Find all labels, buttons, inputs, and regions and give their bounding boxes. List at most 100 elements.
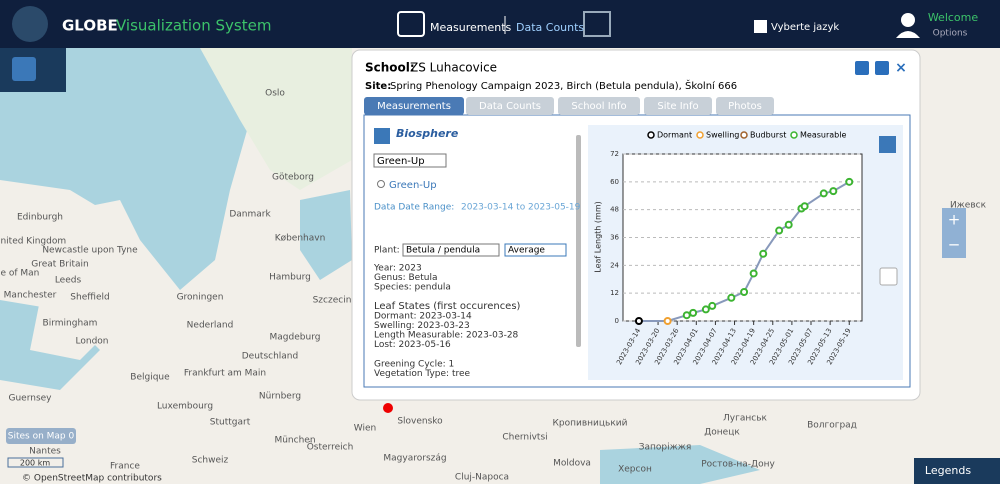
y-tick-label: 72 <box>610 150 619 158</box>
detail: Species: pendula <box>374 283 451 293</box>
plant-value[interactable]: Betula / pendula <box>406 246 480 256</box>
map-label: Danmark <box>229 210 271 220</box>
baltic <box>300 190 352 280</box>
map-label: Newcastle upon Tyne <box>42 246 138 256</box>
select-box[interactable] <box>373 153 447 168</box>
options[interactable]: Options <box>933 29 968 39</box>
counts-icon <box>583 11 611 37</box>
map-label: Chernivtsi <box>502 433 547 443</box>
point <box>740 288 749 297</box>
point <box>819 189 828 198</box>
point <box>800 202 809 211</box>
chart-table-icon[interactable] <box>879 136 896 153</box>
map-label: Magdeburg <box>270 333 321 343</box>
scale-label: 200 km <box>20 459 50 468</box>
states-title: Leaf States (first occurences) <box>374 301 521 312</box>
legend-label: Dormant <box>657 131 692 140</box>
point <box>689 308 698 317</box>
scrollbar[interactable] <box>576 135 581 347</box>
point <box>845 177 854 186</box>
map-label: Ижевск <box>950 201 987 211</box>
map-label: Ростов-на-Дону <box>701 460 775 470</box>
zoom-control[interactable] <box>942 208 966 258</box>
map-label: Deutschland <box>242 352 298 362</box>
y-tick-label: 36 <box>610 234 619 242</box>
map-label: Leeds <box>55 276 82 286</box>
map-label: Szczecin <box>313 296 352 306</box>
plant-select[interactable] <box>402 243 500 257</box>
y-tick-label: 0 <box>615 317 619 325</box>
tab[interactable] <box>558 97 640 115</box>
tab-label[interactable]: School Info <box>571 101 626 112</box>
point <box>784 220 793 229</box>
tab[interactable] <box>716 97 774 115</box>
legend-label: Measurable <box>800 131 846 140</box>
detail: Year: 2023 <box>373 264 422 274</box>
nav-measurements[interactable]: Measurements <box>430 21 512 34</box>
stat-value[interactable]: Average <box>508 246 545 256</box>
google-icon <box>754 20 767 33</box>
tab-label[interactable]: Site Info <box>657 101 698 112</box>
school-label: School: <box>365 61 415 75</box>
north-sea <box>0 48 260 290</box>
map-label: Cluj-Napoca <box>455 473 509 483</box>
attribution: © OpenStreetMap contributors <box>22 474 162 484</box>
map-label: Belgique <box>130 373 170 383</box>
legends-button[interactable] <box>914 458 1000 484</box>
language-select[interactable]: Vyberte jazyk <box>771 22 839 33</box>
zoom-in[interactable]: + <box>948 211 961 229</box>
state: Length Measurable: 2023-03-28 <box>374 331 519 341</box>
welcome: Welcome <box>928 11 979 24</box>
map-label: Birmingham <box>43 319 98 329</box>
uk-land <box>10 195 110 360</box>
map-label: London <box>76 337 109 347</box>
logo <box>12 6 48 42</box>
close-icon[interactable]: × <box>895 60 907 76</box>
legend-marker <box>790 131 798 139</box>
map-label: United Kingdom <box>0 237 66 247</box>
legends-label[interactable]: Legends <box>925 464 971 477</box>
map-label: Guernsey <box>8 394 52 404</box>
map-label: Great Britain <box>31 260 89 270</box>
share-icon[interactable] <box>855 61 869 75</box>
filter-button[interactable] <box>12 57 36 81</box>
state: Swelling: 2023-03-23 <box>374 321 470 331</box>
map-label: Schweiz <box>192 456 229 466</box>
legend-marker <box>647 131 655 139</box>
map-label: Oslo <box>265 89 285 99</box>
point <box>829 187 838 196</box>
map-label: Frankfurt am Main <box>184 369 266 379</box>
table-icon[interactable] <box>374 128 390 144</box>
select-value[interactable]: Green-Up <box>377 156 425 167</box>
tab-label[interactable]: Measurements <box>377 101 451 112</box>
tab[interactable] <box>466 97 554 115</box>
sites-count: Sites on Map 0 <box>8 432 75 442</box>
radio-label[interactable]: Green-Up <box>389 180 437 191</box>
map-label: Isle of Man <box>0 269 39 279</box>
legend-marker <box>696 131 704 139</box>
point <box>663 317 672 325</box>
tab[interactable] <box>364 97 464 115</box>
zoom-icon[interactable] <box>879 267 898 286</box>
brand: GLOBE <box>62 17 118 35</box>
legend-marker <box>740 131 748 139</box>
nav-data-counts[interactable]: Data Counts <box>516 21 584 34</box>
map-label: Göteborg <box>272 173 314 183</box>
map-label: Волгоград <box>807 421 857 431</box>
y-tick-label: 48 <box>610 206 619 214</box>
link-icon[interactable] <box>875 61 889 75</box>
tab-label[interactable]: Photos <box>728 101 762 112</box>
radio[interactable] <box>377 180 385 188</box>
plant-label: Plant: <box>374 246 400 256</box>
protocol-title: Biosphere <box>396 127 459 140</box>
map-label: München <box>274 436 315 446</box>
tab[interactable] <box>644 97 712 115</box>
map-label: Österreich <box>307 442 354 453</box>
state: Lost: 2023-05-16 <box>374 340 451 350</box>
zoom-out[interactable]: − <box>948 236 961 254</box>
site-marker[interactable] <box>383 403 393 413</box>
tab-label[interactable]: Data Counts <box>479 101 541 112</box>
stat-select[interactable] <box>504 243 567 257</box>
plot-area <box>622 153 863 322</box>
